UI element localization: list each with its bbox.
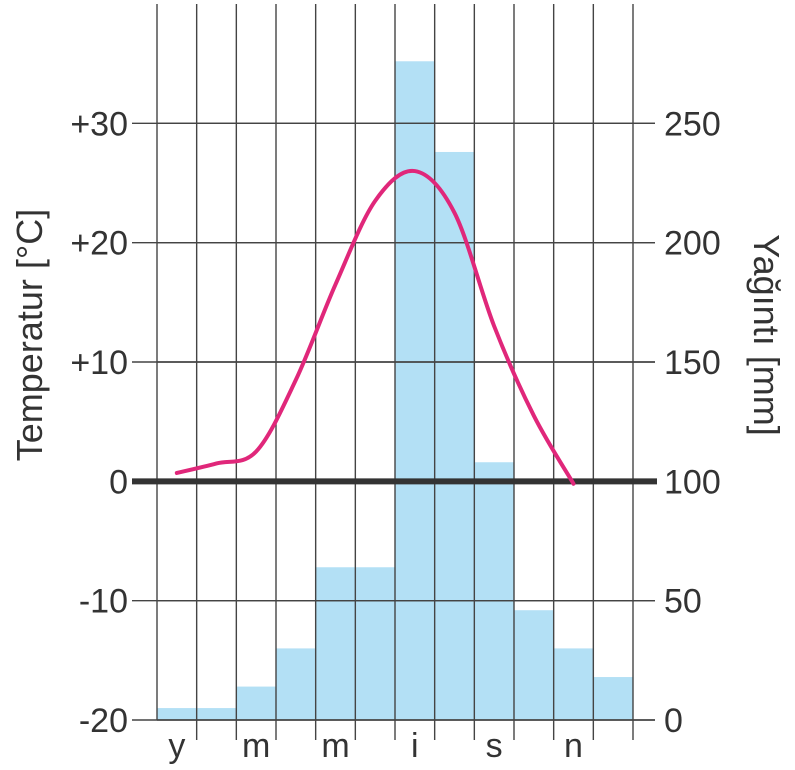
right-tick-label: 0 bbox=[664, 702, 683, 740]
right-tick-label: 200 bbox=[664, 225, 721, 263]
precipitation-bar bbox=[196, 708, 237, 720]
right-axis-title: Yağıntı [mm] bbox=[746, 234, 787, 435]
precipitation-bar bbox=[553, 648, 594, 720]
right-tick-label: 100 bbox=[664, 463, 721, 501]
right-axis-ticks: 0 50 100 150 200 250 bbox=[664, 105, 721, 740]
precipitation-bar bbox=[236, 686, 276, 720]
precipitation-bar bbox=[514, 610, 554, 720]
month-label: m bbox=[321, 727, 349, 765]
month-label: n bbox=[564, 727, 583, 765]
month-label: y bbox=[168, 727, 185, 765]
left-tick-label: +30 bbox=[70, 105, 128, 143]
left-tick-label: +10 bbox=[70, 344, 128, 382]
month-label: i bbox=[411, 727, 419, 765]
precipitation-bar bbox=[474, 462, 514, 720]
precipitation-bar bbox=[355, 567, 395, 720]
precipitation-bar bbox=[593, 677, 633, 720]
left-axis-ticks: -20 -10 0 +10 +20 +30 bbox=[70, 105, 128, 740]
precipitation-bar bbox=[315, 567, 356, 720]
right-tick-label: 150 bbox=[664, 344, 721, 382]
precipitation-bar bbox=[276, 648, 316, 720]
right-tick-label: 250 bbox=[664, 105, 721, 143]
left-axis-title: Temperatur [°C] bbox=[9, 209, 50, 461]
left-tick-label: -10 bbox=[79, 583, 128, 621]
temperature-line-group bbox=[174, 169, 576, 486]
grid-lines bbox=[132, 4, 655, 740]
left-tick-label: +20 bbox=[70, 225, 128, 263]
right-tick-label: 50 bbox=[664, 583, 702, 621]
precipitation-bar bbox=[395, 61, 435, 720]
left-tick-label: -20 bbox=[79, 702, 128, 740]
precipitation-bar bbox=[157, 708, 197, 720]
precipitation-bar bbox=[434, 151, 475, 720]
month-label: m bbox=[242, 727, 270, 765]
month-label: s bbox=[486, 727, 503, 765]
temperature-line bbox=[174, 169, 576, 486]
left-tick-label: 0 bbox=[109, 463, 128, 501]
